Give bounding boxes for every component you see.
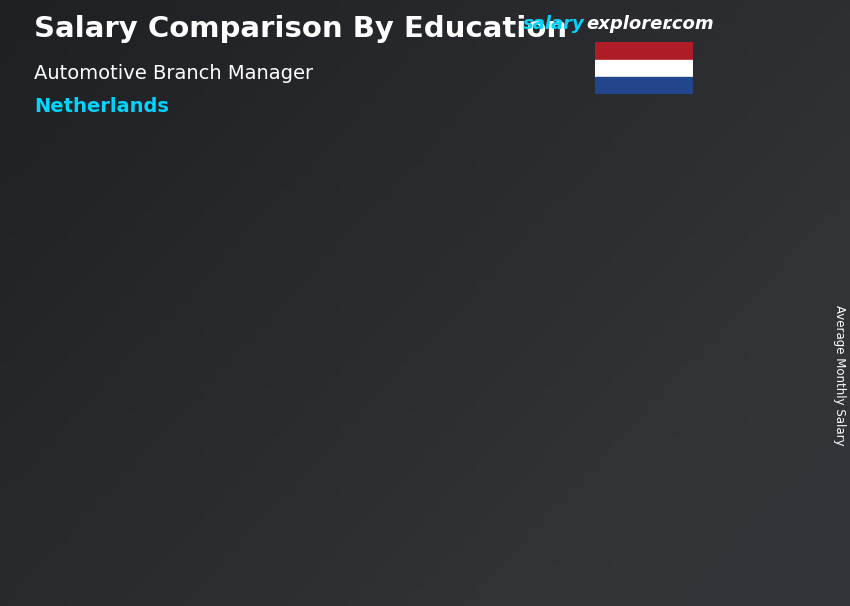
Text: Netherlands: Netherlands [34, 97, 169, 116]
Bar [98, 416, 103, 545]
Text: +31%: +31% [510, 203, 578, 223]
Text: +45%: +45% [340, 262, 408, 282]
Text: salary: salary [523, 15, 585, 33]
Bar [94, 416, 178, 545]
Bar [595, 42, 693, 59]
Bar [339, 395, 344, 545]
Bar [438, 327, 443, 545]
Bar [264, 395, 348, 545]
Text: 11,000 EUR: 11,000 EUR [609, 228, 690, 242]
Text: +17%: +17% [170, 345, 238, 365]
Bar [268, 395, 273, 545]
Text: Automotive Branch Manager: Automotive Branch Manager [34, 64, 313, 82]
Text: 8,400 EUR: 8,400 EUR [435, 299, 507, 313]
Bar [679, 259, 684, 545]
Text: explorer: explorer [586, 15, 672, 33]
Bar [604, 259, 689, 545]
Bar [595, 77, 693, 94]
Bar [608, 259, 613, 545]
Bar [434, 327, 518, 545]
Text: Salary Comparison By Education: Salary Comparison By Education [34, 15, 567, 43]
Text: 4,960 EUR: 4,960 EUR [88, 392, 161, 406]
Bar [509, 327, 514, 545]
Bar [595, 59, 693, 77]
Bar [169, 416, 174, 545]
Text: 5,780 EUR: 5,780 EUR [264, 370, 336, 384]
Text: .com: .com [666, 15, 714, 33]
Text: Average Monthly Salary: Average Monthly Salary [833, 305, 846, 446]
